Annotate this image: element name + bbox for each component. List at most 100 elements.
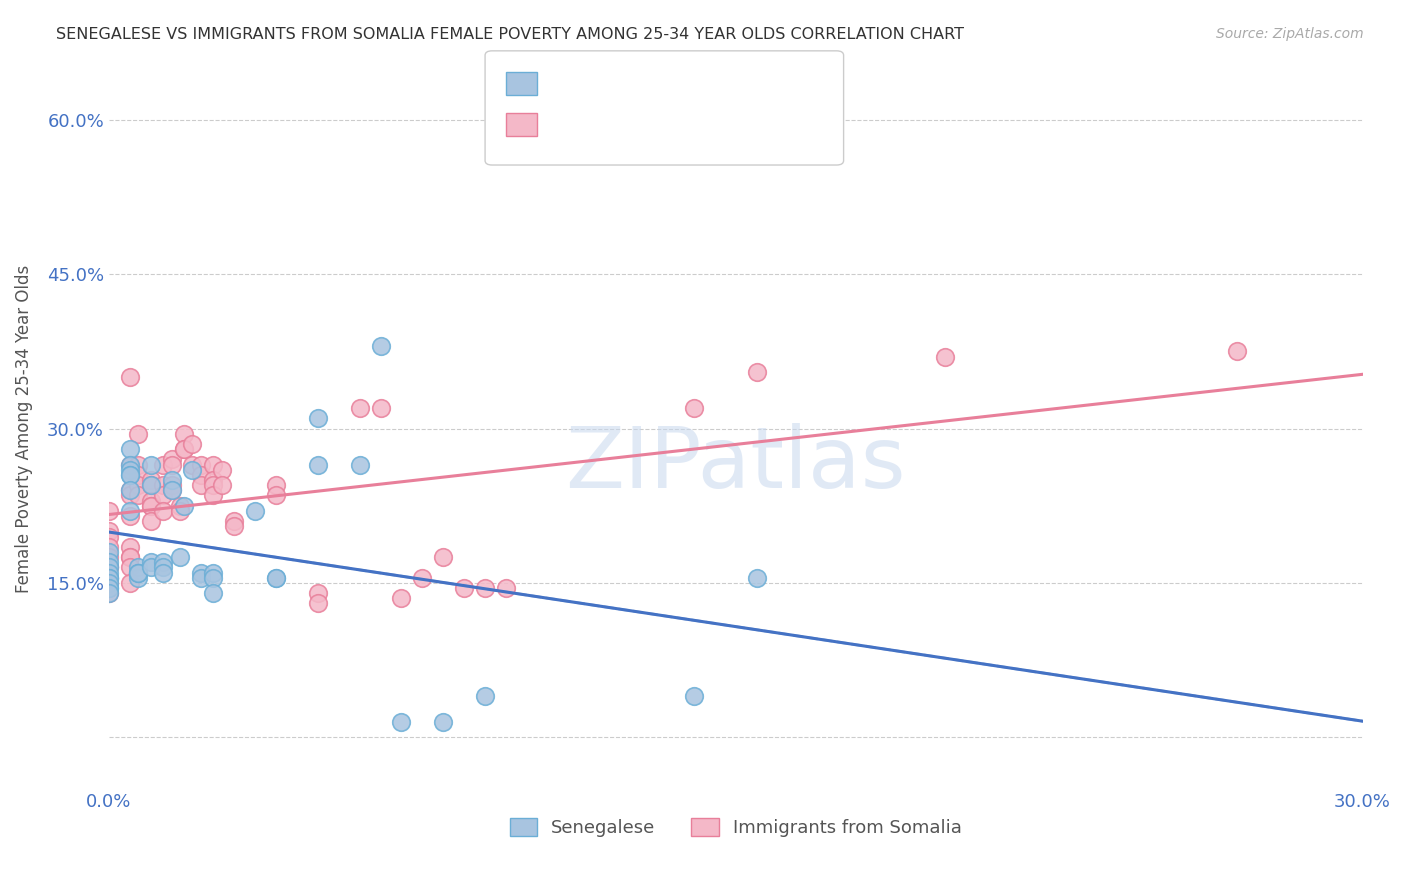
Point	[118, 560, 141, 574]
Point	[139, 499, 162, 513]
Point	[389, 714, 412, 729]
Point	[97, 540, 120, 554]
Point	[190, 478, 212, 492]
Point	[202, 566, 225, 580]
Point	[152, 458, 174, 472]
Point	[118, 467, 141, 482]
Point	[118, 483, 141, 498]
Point	[97, 575, 120, 590]
Point	[432, 714, 454, 729]
Point	[97, 555, 120, 569]
Point	[118, 575, 141, 590]
Point	[127, 478, 149, 492]
Point	[97, 545, 120, 559]
Point	[173, 426, 195, 441]
Point	[202, 478, 225, 492]
Point	[495, 581, 517, 595]
Text: R =: R =	[547, 71, 586, 89]
Point	[139, 478, 162, 492]
Point	[127, 467, 149, 482]
Point	[349, 401, 371, 415]
Point	[127, 566, 149, 580]
Text: 51: 51	[679, 71, 704, 89]
Point	[127, 560, 149, 574]
Point	[97, 550, 120, 565]
Text: N =: N =	[643, 112, 682, 130]
Point	[202, 586, 225, 600]
Point	[118, 370, 141, 384]
Point	[127, 488, 149, 502]
Point	[202, 458, 225, 472]
Legend: Senegalese, Immigrants from Somalia: Senegalese, Immigrants from Somalia	[502, 811, 969, 845]
Point	[118, 488, 141, 502]
Point	[264, 571, 287, 585]
Y-axis label: Female Poverty Among 25-34 Year Olds: Female Poverty Among 25-34 Year Olds	[15, 264, 32, 592]
Point	[97, 571, 120, 585]
Point	[97, 566, 120, 580]
Point	[97, 524, 120, 539]
Point	[370, 401, 392, 415]
Point	[432, 550, 454, 565]
Point	[169, 504, 191, 518]
Point	[118, 458, 141, 472]
Point	[118, 504, 141, 518]
Point	[160, 483, 183, 498]
Text: Source: ZipAtlas.com: Source: ZipAtlas.com	[1216, 27, 1364, 41]
Point	[97, 575, 120, 590]
Point	[683, 401, 706, 415]
Point	[152, 504, 174, 518]
Point	[139, 458, 162, 472]
Point	[97, 586, 120, 600]
Point	[118, 463, 141, 477]
Point	[127, 566, 149, 580]
Point	[97, 586, 120, 600]
Point	[190, 566, 212, 580]
Point	[181, 437, 204, 451]
Point	[118, 508, 141, 523]
Point	[127, 426, 149, 441]
Point	[349, 458, 371, 472]
Point	[152, 488, 174, 502]
Point	[224, 519, 246, 533]
Point	[118, 550, 141, 565]
Point	[139, 478, 162, 492]
Text: 0.531: 0.531	[583, 112, 640, 130]
Point	[202, 488, 225, 502]
Point	[370, 339, 392, 353]
Point	[97, 560, 120, 574]
Text: SENEGALESE VS IMMIGRANTS FROM SOMALIA FEMALE POVERTY AMONG 25-34 YEAR OLDS CORRE: SENEGALESE VS IMMIGRANTS FROM SOMALIA FE…	[56, 27, 965, 42]
Point	[745, 365, 768, 379]
Point	[181, 458, 204, 472]
Point	[190, 458, 212, 472]
Point	[307, 586, 329, 600]
Point	[160, 478, 183, 492]
Point	[169, 499, 191, 513]
Point	[139, 499, 162, 513]
Point	[160, 452, 183, 467]
Point	[152, 478, 174, 492]
Point	[173, 499, 195, 513]
Point	[202, 473, 225, 487]
Point	[745, 571, 768, 585]
Point	[243, 504, 266, 518]
Point	[139, 514, 162, 528]
Point	[160, 473, 183, 487]
Point	[307, 596, 329, 610]
Point	[173, 442, 195, 456]
Point	[97, 529, 120, 543]
Point	[307, 458, 329, 472]
Point	[181, 463, 204, 477]
Point	[97, 571, 120, 585]
Text: 0.154: 0.154	[583, 71, 640, 89]
Point	[118, 540, 141, 554]
Point	[169, 550, 191, 565]
Point	[118, 442, 141, 456]
Point	[224, 514, 246, 528]
Point	[934, 350, 956, 364]
Point	[211, 478, 233, 492]
Point	[97, 560, 120, 574]
Point	[474, 581, 496, 595]
Point	[1226, 344, 1249, 359]
Text: ZIPatlas: ZIPatlas	[565, 423, 905, 506]
Point	[97, 581, 120, 595]
